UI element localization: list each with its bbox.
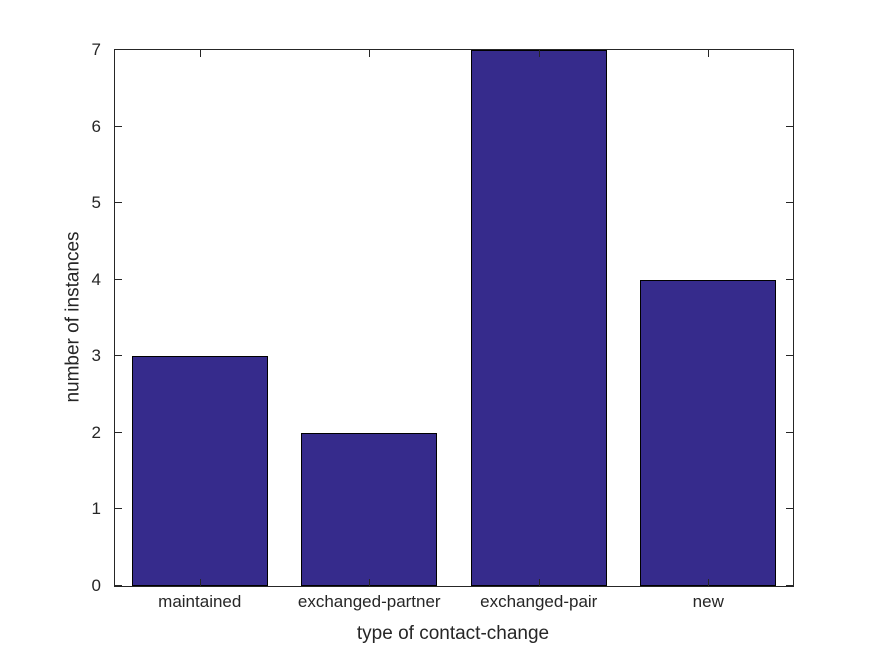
y-tick-mark-right bbox=[786, 585, 793, 586]
bar bbox=[640, 279, 777, 586]
y-tick-label: 3 bbox=[91, 346, 101, 366]
bar bbox=[131, 356, 268, 586]
y-tick-mark bbox=[115, 202, 122, 204]
x-tick-mark bbox=[199, 579, 201, 586]
y-tick-mark bbox=[115, 125, 122, 127]
x-tick-mark-top bbox=[708, 50, 710, 57]
y-tick-mark-right bbox=[786, 431, 793, 433]
y-tick-mark bbox=[115, 49, 122, 50]
x-tick-mark-top bbox=[369, 50, 371, 57]
x-tick-label: exchanged-pair bbox=[480, 592, 598, 611]
bar bbox=[301, 432, 438, 586]
y-tick-label: 2 bbox=[91, 422, 101, 442]
y-tick-mark-right bbox=[786, 278, 793, 280]
x-tick-mark-top bbox=[199, 50, 201, 57]
x-tick-mark bbox=[369, 579, 371, 586]
y-tick-mark bbox=[115, 278, 122, 280]
y-tick-mark-right bbox=[786, 125, 793, 127]
y-tick-label: 0 bbox=[91, 576, 101, 595]
y-tick-mark-right bbox=[786, 355, 793, 357]
x-tick-label: maintained bbox=[158, 592, 242, 611]
y-tick-label: 4 bbox=[91, 269, 101, 289]
y-tick-mark bbox=[115, 431, 122, 433]
x-tick-mark-top bbox=[538, 50, 540, 57]
y-tick-mark-right bbox=[786, 508, 793, 510]
y-tick-label: 1 bbox=[91, 499, 101, 519]
y-tick-label: 6 bbox=[91, 116, 101, 136]
y-axis-label: number of instances bbox=[62, 231, 84, 403]
y-tick-mark bbox=[115, 508, 122, 510]
x-tick-label: new bbox=[692, 592, 724, 611]
y-tick-mark bbox=[115, 585, 122, 586]
x-tick-mark bbox=[708, 579, 710, 586]
plot-area: 0 1 2 3 4 5 6 7 maintained exchanged-partner excha… bbox=[92, 40, 794, 611]
x-tick-mark bbox=[538, 579, 540, 586]
y-tick-mark-right bbox=[786, 202, 793, 204]
x-axis-label: type of contact-change bbox=[356, 623, 550, 644]
y-tick-mark-right bbox=[786, 49, 793, 50]
x-tick-label: exchanged-partner bbox=[297, 592, 441, 611]
y-tick-label: 7 bbox=[91, 40, 101, 59]
y-tick-label: 5 bbox=[91, 193, 101, 213]
y-tick-mark bbox=[115, 355, 122, 357]
bar bbox=[470, 50, 607, 586]
